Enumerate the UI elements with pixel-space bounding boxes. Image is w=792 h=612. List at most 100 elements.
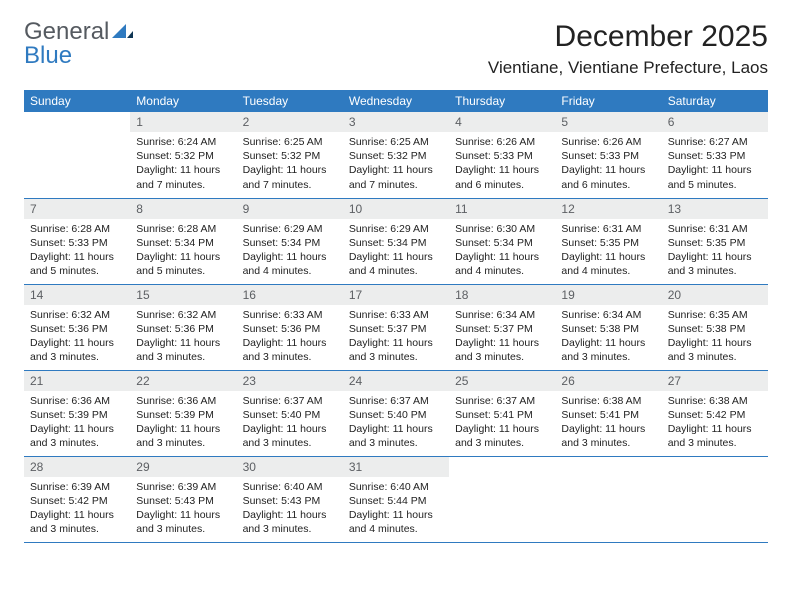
- daylight-text: Daylight: 11 hours and 3 minutes.: [243, 422, 337, 450]
- day-content: Sunrise: 6:34 AMSunset: 5:37 PMDaylight:…: [449, 305, 555, 370]
- day-content: Sunrise: 6:31 AMSunset: 5:35 PMDaylight:…: [555, 219, 661, 284]
- day-content: Sunrise: 6:26 AMSunset: 5:33 PMDaylight:…: [555, 132, 661, 197]
- daylight-text: Daylight: 11 hours and 3 minutes.: [136, 508, 230, 536]
- daylight-text: Daylight: 11 hours and 4 minutes.: [349, 508, 443, 536]
- daylight-text: Daylight: 11 hours and 3 minutes.: [243, 508, 337, 536]
- day-content: Sunrise: 6:29 AMSunset: 5:34 PMDaylight:…: [343, 219, 449, 284]
- daylight-text: Daylight: 11 hours and 7 minutes.: [243, 163, 337, 191]
- sunset-text: Sunset: 5:36 PM: [243, 322, 337, 336]
- day-number: 6: [662, 112, 768, 132]
- day-content: Sunrise: 6:39 AMSunset: 5:42 PMDaylight:…: [24, 477, 130, 542]
- sunrise-text: Sunrise: 6:39 AM: [136, 480, 230, 494]
- sunset-text: Sunset: 5:41 PM: [455, 408, 549, 422]
- day-content: Sunrise: 6:39 AMSunset: 5:43 PMDaylight:…: [130, 477, 236, 542]
- calendar-cell: 10Sunrise: 6:29 AMSunset: 5:34 PMDayligh…: [343, 198, 449, 284]
- calendar-cell: 20Sunrise: 6:35 AMSunset: 5:38 PMDayligh…: [662, 284, 768, 370]
- day-number: 22: [130, 371, 236, 391]
- calendar-row: 21Sunrise: 6:36 AMSunset: 5:39 PMDayligh…: [24, 370, 768, 456]
- day-number: 19: [555, 285, 661, 305]
- day-number: 13: [662, 199, 768, 219]
- daylight-text: Daylight: 11 hours and 4 minutes.: [455, 250, 549, 278]
- day-number: 12: [555, 199, 661, 219]
- day-number: 10: [343, 199, 449, 219]
- sunset-text: Sunset: 5:36 PM: [30, 322, 124, 336]
- day-number: 20: [662, 285, 768, 305]
- calendar-cell: 7Sunrise: 6:28 AMSunset: 5:33 PMDaylight…: [24, 198, 130, 284]
- calendar-cell: .: [449, 456, 555, 542]
- sunrise-text: Sunrise: 6:33 AM: [349, 308, 443, 322]
- sunrise-text: Sunrise: 6:36 AM: [136, 394, 230, 408]
- daylight-text: Daylight: 11 hours and 6 minutes.: [561, 163, 655, 191]
- sunrise-text: Sunrise: 6:33 AM: [243, 308, 337, 322]
- day-number: 26: [555, 371, 661, 391]
- day-number: 1: [130, 112, 236, 132]
- calendar-cell: 18Sunrise: 6:34 AMSunset: 5:37 PMDayligh…: [449, 284, 555, 370]
- calendar-cell: 31Sunrise: 6:40 AMSunset: 5:44 PMDayligh…: [343, 456, 449, 542]
- sunset-text: Sunset: 5:42 PM: [30, 494, 124, 508]
- calendar-cell: 24Sunrise: 6:37 AMSunset: 5:40 PMDayligh…: [343, 370, 449, 456]
- day-number: 25: [449, 371, 555, 391]
- daylight-text: Daylight: 11 hours and 3 minutes.: [30, 336, 124, 364]
- day-number: 8: [130, 199, 236, 219]
- daylight-text: Daylight: 11 hours and 3 minutes.: [349, 336, 443, 364]
- header: General Blue December 2025 Vientiane, Vi…: [24, 20, 768, 78]
- sail-icon: [112, 20, 134, 44]
- daylight-text: Daylight: 11 hours and 3 minutes.: [668, 250, 762, 278]
- location-text: Vientiane, Vientiane Prefecture, Laos: [488, 58, 768, 78]
- day-number: 7: [24, 199, 130, 219]
- calendar-cell: 23Sunrise: 6:37 AMSunset: 5:40 PMDayligh…: [237, 370, 343, 456]
- daylight-text: Daylight: 11 hours and 3 minutes.: [30, 422, 124, 450]
- calendar-cell: 15Sunrise: 6:32 AMSunset: 5:36 PMDayligh…: [130, 284, 236, 370]
- day-number: 16: [237, 285, 343, 305]
- day-content: Sunrise: 6:33 AMSunset: 5:36 PMDaylight:…: [237, 305, 343, 370]
- calendar-cell: 27Sunrise: 6:38 AMSunset: 5:42 PMDayligh…: [662, 370, 768, 456]
- sunset-text: Sunset: 5:40 PM: [349, 408, 443, 422]
- sunset-text: Sunset: 5:33 PM: [668, 149, 762, 163]
- calendar-cell: 14Sunrise: 6:32 AMSunset: 5:36 PMDayligh…: [24, 284, 130, 370]
- day-content: Sunrise: 6:34 AMSunset: 5:38 PMDaylight:…: [555, 305, 661, 370]
- day-number: 11: [449, 199, 555, 219]
- sunrise-text: Sunrise: 6:31 AM: [561, 222, 655, 236]
- weekday-header: Sunday: [24, 90, 130, 112]
- page-title: December 2025: [488, 20, 768, 54]
- sunrise-text: Sunrise: 6:29 AM: [349, 222, 443, 236]
- day-content: Sunrise: 6:26 AMSunset: 5:33 PMDaylight:…: [449, 132, 555, 197]
- sunrise-text: Sunrise: 6:26 AM: [561, 135, 655, 149]
- page: General Blue December 2025 Vientiane, Vi…: [0, 0, 792, 563]
- daylight-text: Daylight: 11 hours and 3 minutes.: [455, 336, 549, 364]
- day-content: Sunrise: 6:37 AMSunset: 5:41 PMDaylight:…: [449, 391, 555, 456]
- daylight-text: Daylight: 11 hours and 3 minutes.: [561, 422, 655, 450]
- calendar-row: 28Sunrise: 6:39 AMSunset: 5:42 PMDayligh…: [24, 456, 768, 542]
- logo-word-1: General: [24, 20, 109, 44]
- sunrise-text: Sunrise: 6:37 AM: [349, 394, 443, 408]
- day-number: 14: [24, 285, 130, 305]
- day-content: Sunrise: 6:37 AMSunset: 5:40 PMDaylight:…: [343, 391, 449, 456]
- day-number: 3: [343, 112, 449, 132]
- day-content: Sunrise: 6:32 AMSunset: 5:36 PMDaylight:…: [24, 305, 130, 370]
- daylight-text: Daylight: 11 hours and 7 minutes.: [349, 163, 443, 191]
- daylight-text: Daylight: 11 hours and 4 minutes.: [349, 250, 443, 278]
- day-number: 2: [237, 112, 343, 132]
- daylight-text: Daylight: 11 hours and 3 minutes.: [349, 422, 443, 450]
- sunset-text: Sunset: 5:41 PM: [561, 408, 655, 422]
- sunset-text: Sunset: 5:43 PM: [136, 494, 230, 508]
- calendar-row: 14Sunrise: 6:32 AMSunset: 5:36 PMDayligh…: [24, 284, 768, 370]
- day-content: Sunrise: 6:36 AMSunset: 5:39 PMDaylight:…: [130, 391, 236, 456]
- weekday-header: Monday: [130, 90, 236, 112]
- weekday-header-row: Sunday Monday Tuesday Wednesday Thursday…: [24, 90, 768, 112]
- day-content: Sunrise: 6:28 AMSunset: 5:33 PMDaylight:…: [24, 219, 130, 284]
- day-number: 21: [24, 371, 130, 391]
- calendar-cell: 9Sunrise: 6:29 AMSunset: 5:34 PMDaylight…: [237, 198, 343, 284]
- sunrise-text: Sunrise: 6:28 AM: [30, 222, 124, 236]
- sunset-text: Sunset: 5:33 PM: [561, 149, 655, 163]
- sunset-text: Sunset: 5:39 PM: [30, 408, 124, 422]
- calendar-cell: 12Sunrise: 6:31 AMSunset: 5:35 PMDayligh…: [555, 198, 661, 284]
- daylight-text: Daylight: 11 hours and 3 minutes.: [561, 336, 655, 364]
- calendar-cell: 1Sunrise: 6:24 AMSunset: 5:32 PMDaylight…: [130, 112, 236, 198]
- sunrise-text: Sunrise: 6:37 AM: [243, 394, 337, 408]
- calendar-cell: 8Sunrise: 6:28 AMSunset: 5:34 PMDaylight…: [130, 198, 236, 284]
- calendar-cell: .: [662, 456, 768, 542]
- sunset-text: Sunset: 5:43 PM: [243, 494, 337, 508]
- day-content: Sunrise: 6:40 AMSunset: 5:44 PMDaylight:…: [343, 477, 449, 542]
- day-number: 27: [662, 371, 768, 391]
